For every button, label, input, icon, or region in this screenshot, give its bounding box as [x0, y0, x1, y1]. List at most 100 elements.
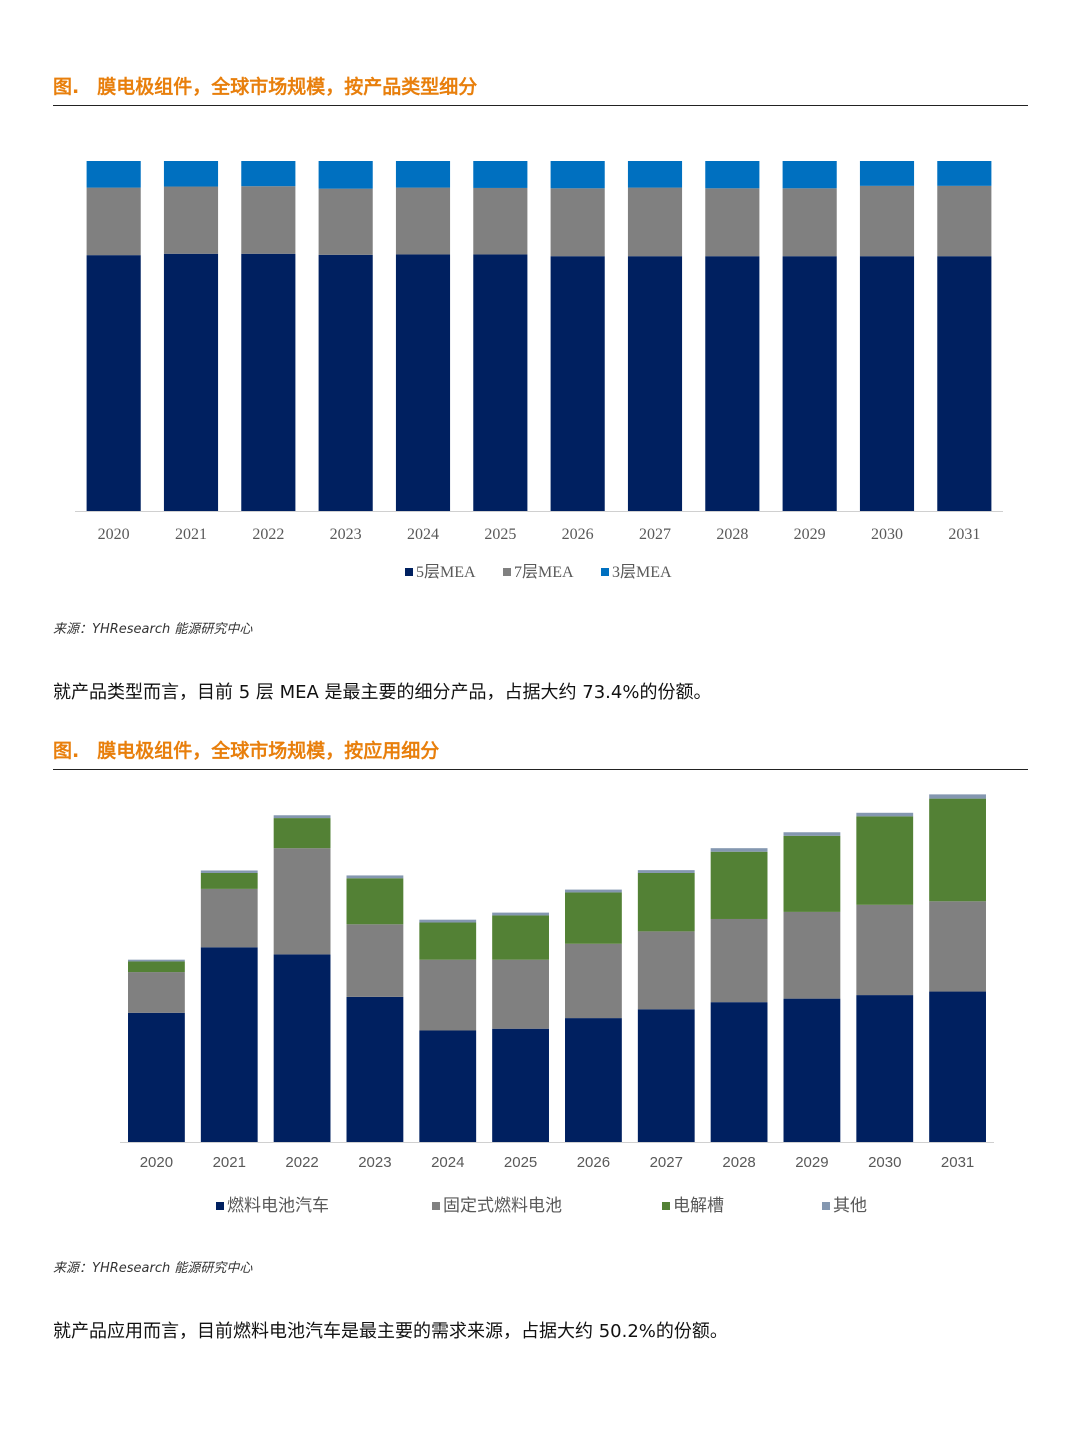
bar-2020-series-1: [86, 187, 141, 256]
legend-swatch-2: [662, 1202, 670, 1210]
bar-2022-series-2: [241, 161, 296, 187]
bar-2023-series-3: [346, 875, 404, 879]
figure1-source: 来源：YHResearch 能源研究中心: [53, 622, 253, 637]
legend-label-0: 5层MEA: [416, 564, 476, 581]
chart-application: 2020 2021 2022 2023 2024 2025 2026 2027 2028 2029…: [120, 794, 994, 1215]
x-tick-label-2022: 2022: [285, 1154, 318, 1171]
bar-2024-series-2: [419, 922, 477, 960]
x-tick-label-2023: 2023: [358, 1154, 391, 1171]
figure2-title-text: 膜电极组件，全球市场规模，按应用细分: [97, 740, 440, 762]
bar-2031-series-2: [929, 798, 986, 902]
bar-2027-series-1: [627, 187, 683, 257]
legend-label-2: 3层MEA: [612, 564, 672, 581]
bar-2027-series-2: [637, 872, 695, 932]
bar-2022-series-3: [273, 815, 331, 819]
bar-2020-series-1: [128, 972, 185, 1013]
bar-2020-series-0: [128, 1012, 185, 1142]
bar-2030-series-0: [856, 995, 914, 1142]
bar-2029-series-2: [782, 161, 837, 189]
x-tick-label-2029: 2029: [794, 526, 826, 543]
x-tick-label-2020: 2020: [98, 526, 130, 543]
x-tick-label-2028: 2028: [716, 526, 748, 543]
legend-label-3: 其他: [833, 1196, 867, 1215]
bar-2030-series-1: [859, 185, 915, 257]
bar-2029-series-0: [782, 256, 837, 511]
bar-2026-series-2: [565, 892, 622, 944]
figure1-title: 图. 膜电极组件，全球市场规模，按产品类型细分: [53, 72, 1028, 106]
figure2-title-prefix: 图.: [53, 740, 80, 762]
x-tick-label-2031: 2031: [941, 1154, 974, 1171]
figure2-title: 图. 膜电极组件，全球市场规模，按应用细分: [53, 736, 1028, 770]
bar-2025-series-2: [473, 161, 528, 188]
x-tick-label-2026: 2026: [577, 1154, 610, 1171]
x-tick-label-2027: 2027: [639, 526, 671, 543]
bar-2025-series-2: [492, 915, 549, 960]
bar-2023-series-0: [318, 254, 373, 512]
x-tick-label-2028: 2028: [722, 1154, 755, 1171]
x-tick-label-2027: 2027: [650, 1154, 683, 1171]
bar-2031-series-0: [937, 256, 992, 511]
x-tick-label-2029: 2029: [795, 1154, 828, 1171]
bar-2031-series-2: [937, 161, 992, 186]
bar-2026-series-2: [550, 161, 605, 189]
legend-label-0: 燃料电池汽车: [227, 1196, 329, 1215]
bar-2026-series-1: [565, 943, 622, 1019]
bar-2027-series-3: [637, 870, 695, 873]
bar-2024-series-0: [395, 254, 451, 511]
bar-2028-series-1: [710, 918, 768, 1003]
bar-2031-series-0: [929, 991, 986, 1142]
x-tick-label-2022: 2022: [252, 526, 284, 543]
bar-2030-series-0: [859, 256, 915, 511]
bar-2028-series-0: [710, 1002, 768, 1142]
bar-2023-series-1: [346, 924, 404, 997]
bar-2022-series-0: [241, 253, 296, 511]
figure2-source: 来源：YHResearch 能源研究中心: [53, 1261, 253, 1276]
figure1-title-text: 膜电极组件，全球市场规模，按产品类型细分: [97, 76, 478, 98]
bar-2021-series-2: [200, 872, 258, 889]
x-tick-label-2030: 2030: [868, 1154, 901, 1171]
bar-2021-series-1: [200, 888, 258, 948]
bar-2029-series-1: [783, 911, 841, 999]
bar-2022-series-1: [273, 848, 331, 955]
bar-2028-series-3: [710, 848, 768, 852]
x-tick-label-2031: 2031: [948, 526, 980, 543]
bar-2025-series-1: [473, 187, 528, 255]
bar-2020-series-0: [86, 255, 141, 511]
bar-2030-series-1: [856, 904, 914, 996]
bar-2031-series-3: [929, 794, 986, 799]
bar-2028-series-2: [705, 161, 760, 189]
bar-2026-series-1: [550, 188, 605, 257]
bar-2031-series-1: [929, 901, 986, 992]
x-tick-label-2024: 2024: [407, 526, 439, 543]
paragraph-application: 就产品应用而言，目前燃料电池汽车是最主要的需求来源，占据大约 50.2%的份额。: [53, 1321, 728, 1342]
bar-2029-series-2: [783, 835, 841, 912]
x-tick-label-2021: 2021: [213, 1154, 246, 1171]
legend-swatch-1: [503, 568, 511, 576]
x-tick-label-2026: 2026: [562, 526, 594, 543]
bar-2027-series-1: [637, 931, 695, 1010]
legend-swatch-2: [601, 568, 609, 576]
bar-2028-series-1: [705, 188, 760, 257]
bar-2025-series-0: [492, 1028, 549, 1142]
bar-2029-series-1: [782, 188, 837, 257]
bar-2020-series-2: [86, 161, 141, 188]
x-tick-label-2021: 2021: [175, 526, 207, 543]
paragraph-product-type: 就产品类型而言，目前 5 层 MEA 是最主要的细分产品，占据大约 73.4%的…: [53, 682, 712, 703]
legend-label-1: 固定式燃料电池: [443, 1196, 562, 1215]
bar-2021-series-1: [163, 186, 219, 254]
legend-swatch-0: [216, 1202, 224, 1210]
bar-2022-series-2: [273, 818, 331, 849]
chart-product-type: 2020 2021 2022 2023 2024 2025 2026 2027 2028 2029…: [75, 161, 1003, 581]
bar-2031-series-1: [937, 185, 992, 257]
x-tick-label-2025: 2025: [504, 1154, 537, 1171]
bar-2023-series-1: [318, 188, 373, 255]
bar-2027-series-0: [627, 256, 683, 511]
bar-2028-series-2: [710, 851, 768, 919]
bar-2023-series-0: [346, 996, 404, 1142]
bar-2021-series-3: [200, 870, 258, 873]
bar-2030-series-2: [859, 161, 915, 186]
legend-swatch-3: [822, 1202, 830, 1210]
bar-2027-series-2: [627, 161, 683, 188]
bar-2021-series-0: [200, 947, 258, 1142]
bar-2020-series-2: [128, 961, 185, 973]
